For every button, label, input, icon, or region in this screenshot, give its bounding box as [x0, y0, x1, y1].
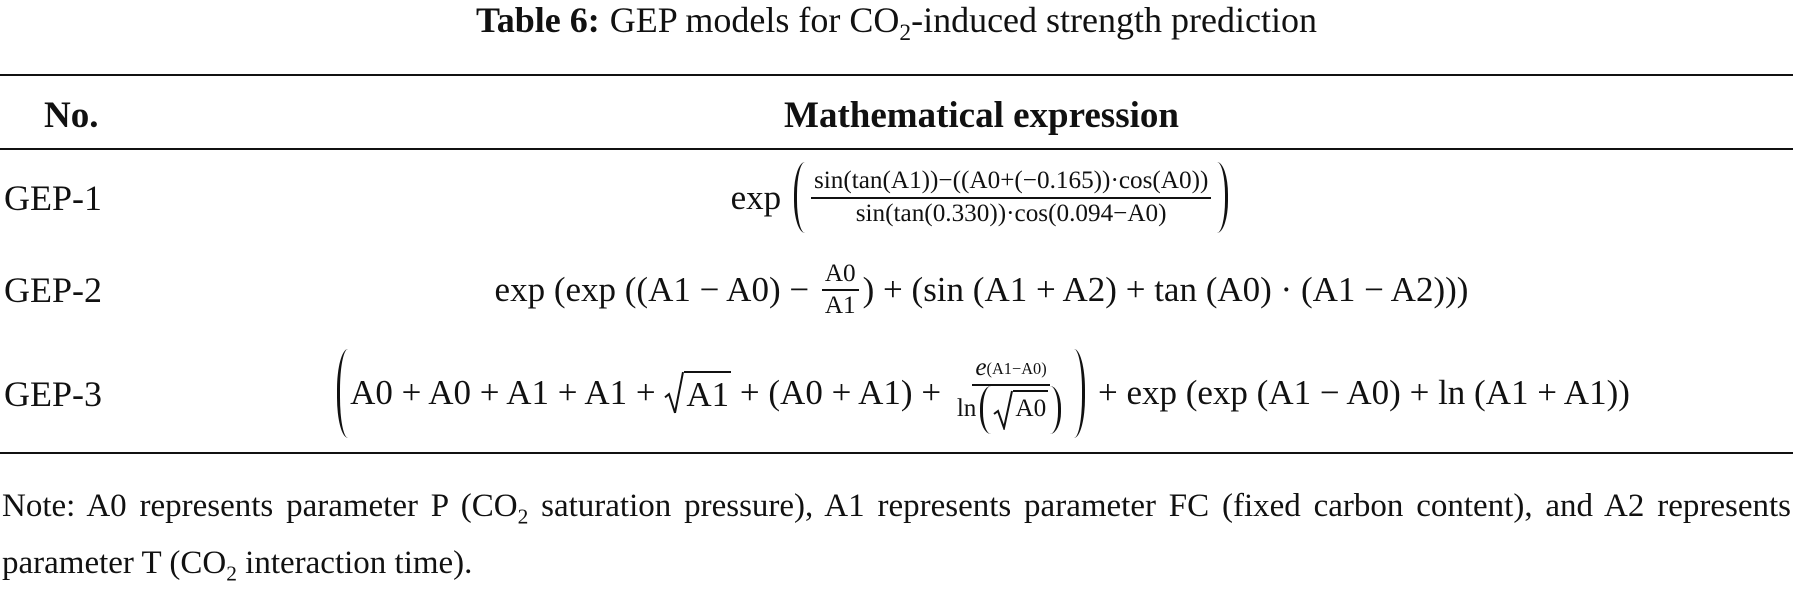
model-name: GEP-2 — [4, 270, 102, 310]
table-row: GEP-3 A0 + A0 + A1 + A1 + A1 + (A0 + A1) … — [0, 335, 1793, 452]
text-run: + exp (exp (A1 − A0) + ln (A1 + A1)) — [1089, 373, 1630, 413]
left-paren — [793, 162, 805, 233]
left-paren — [337, 349, 348, 438]
top-rule — [0, 74, 1793, 76]
text-run: interaction time). — [236, 544, 473, 581]
right-paren — [1217, 162, 1229, 233]
bottom-rule — [0, 452, 1793, 454]
right-paren — [1050, 385, 1062, 434]
expression-body: exp sin(tan(A1))−((A0+(−0.165))·cos(A0))… — [730, 162, 1233, 233]
fraction: e (A1−A0) ln A0 — [954, 353, 1068, 434]
numerator: A0 — [821, 259, 859, 291]
radicand: A0 — [1013, 389, 1049, 430]
radicand: A1 — [684, 371, 732, 415]
square-root: A1 — [664, 371, 732, 415]
square-root: A0 — [993, 389, 1049, 430]
exponent: (A1−A0) — [986, 358, 1047, 378]
power-base: e — [975, 354, 987, 382]
fraction: sin(tan(A1))−((A0+(−0.165))·cos(A0)) sin(… — [810, 166, 1212, 229]
power: e (A1−A0) — [975, 353, 1046, 383]
table-note: Note: A0 represents parameter P (CO2 sat… — [2, 483, 1791, 596]
text-run: exp — [730, 177, 790, 217]
text-run: ) + (sin (A1 + A2) + tan (A0) · (A1 − A2… — [862, 270, 1469, 309]
text-run: saturation pressure), A1 represents para… — [2, 488, 1791, 581]
table-row: GEP-2 exp (exp ((A1 − A0) − A0 A1) + (sin … — [0, 245, 1793, 335]
table-row: GEP-1 exp sin(tan(A1))−((A0+(−0.165))·cos… — [0, 150, 1793, 245]
header-rule — [0, 148, 1793, 150]
model-name: GEP-3 — [4, 373, 102, 414]
text-run: GEP models for CO — [609, 0, 900, 40]
text-run: exp (exp ((A1 − A0) − — [494, 270, 818, 309]
header-cell: Mathematical expression — [784, 95, 1179, 136]
radical-sign — [993, 390, 1013, 430]
parenthesized: sin(tan(A1))−((A0+(−0.165))·cos(A0)) sin(… — [790, 162, 1232, 233]
denominator: sin(tan(0.330))·cos(0.094−A0) — [853, 199, 1170, 229]
numerator: e (A1−A0) — [972, 353, 1050, 386]
table-caption: Table 6: GEP models for CO2-induced stren… — [0, 0, 1793, 46]
paren-content: A0 + A0 + A1 + A1 + A1 + (A0 + A1) + e (A… — [348, 349, 1074, 437]
text-run: + (A0 + A1) + — [731, 373, 950, 413]
expression-body: exp (exp ((A1 − A0) − A0 A1) + (sin (A1 +… — [495, 259, 1469, 321]
parenthesized: A0 — [976, 385, 1065, 434]
denominator: A1 — [822, 291, 859, 321]
subscript: 2 — [899, 20, 912, 47]
caption-label: Table 6: — [476, 0, 600, 40]
text-run: A1 — [824, 292, 856, 319]
denominator: ln A0 — [954, 385, 1068, 434]
subscript: 2 — [517, 504, 529, 529]
text-run: -induced strength prediction — [911, 0, 1317, 40]
text-run: sin(tan(A1))−((A0+(−0.165))·cos(A0)) — [813, 167, 1209, 195]
radical-sign — [664, 371, 684, 415]
paren-content: A0 — [991, 386, 1050, 434]
expression: exp sin(tan(A1))−((A0+(−0.165))·cos(A0))… — [170, 162, 1793, 233]
right-paren — [1074, 349, 1086, 438]
paren-content: sin(tan(A1))−((A0+(−0.165))·cos(A0)) sin(… — [805, 162, 1217, 232]
expression: A0 + A0 + A1 + A1 + A1 + (A0 + A1) + e (A… — [170, 349, 1793, 438]
expression: exp (exp ((A1 − A0) − A0 A1) + (sin (A1 +… — [170, 259, 1793, 321]
model-name: GEP-1 — [4, 177, 102, 218]
fraction: A0 A1 — [821, 259, 859, 321]
expression-body: A0 + A0 + A1 + A1 + A1 + (A0 + A1) + e (A… — [333, 349, 1630, 438]
text-run: A0 — [824, 259, 856, 287]
left-paren — [980, 385, 991, 434]
numerator: sin(tan(A1))−((A0+(−0.165))·cos(A0)) — [810, 166, 1212, 199]
text-run: A0 + A0 + A1 + A1 + — [350, 373, 665, 413]
text-run: ln — [956, 395, 977, 423]
text-run: Note: A0 represents parameter P (CO — [2, 488, 518, 524]
header-cell: No. — [44, 95, 99, 136]
subscript: 2 — [226, 561, 237, 586]
caption-text: GEP models for CO2-induced strength pred… — [609, 0, 1317, 46]
parenthesized: A0 + A0 + A1 + A1 + A1 + (A0 + A1) + e (A… — [333, 349, 1089, 438]
text-run: sin(tan(0.330))·cos(0.094−A0) — [855, 199, 1167, 227]
